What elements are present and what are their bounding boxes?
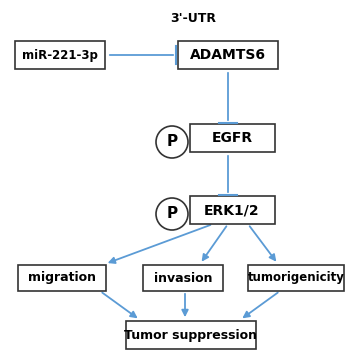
FancyBboxPatch shape [15, 41, 105, 69]
FancyBboxPatch shape [189, 196, 274, 224]
FancyBboxPatch shape [248, 265, 344, 291]
FancyBboxPatch shape [143, 265, 223, 291]
FancyBboxPatch shape [126, 321, 256, 349]
Text: migration: migration [28, 271, 96, 284]
FancyBboxPatch shape [18, 265, 106, 291]
Text: tumorigenicity: tumorigenicity [247, 271, 344, 284]
Text: P: P [167, 135, 177, 149]
Text: P: P [167, 207, 177, 221]
Text: 3'-UTR: 3'-UTR [170, 12, 216, 24]
FancyBboxPatch shape [178, 41, 278, 69]
FancyBboxPatch shape [189, 124, 274, 152]
Circle shape [156, 198, 188, 230]
Text: EGFR: EGFR [211, 131, 253, 145]
Text: ADAMTS6: ADAMTS6 [190, 48, 266, 62]
Text: ERK1/2: ERK1/2 [204, 203, 260, 217]
Text: miR-221-3p: miR-221-3p [22, 49, 98, 62]
Circle shape [156, 126, 188, 158]
Text: invasion: invasion [154, 271, 212, 284]
Text: Tumor suppression: Tumor suppression [125, 328, 258, 342]
